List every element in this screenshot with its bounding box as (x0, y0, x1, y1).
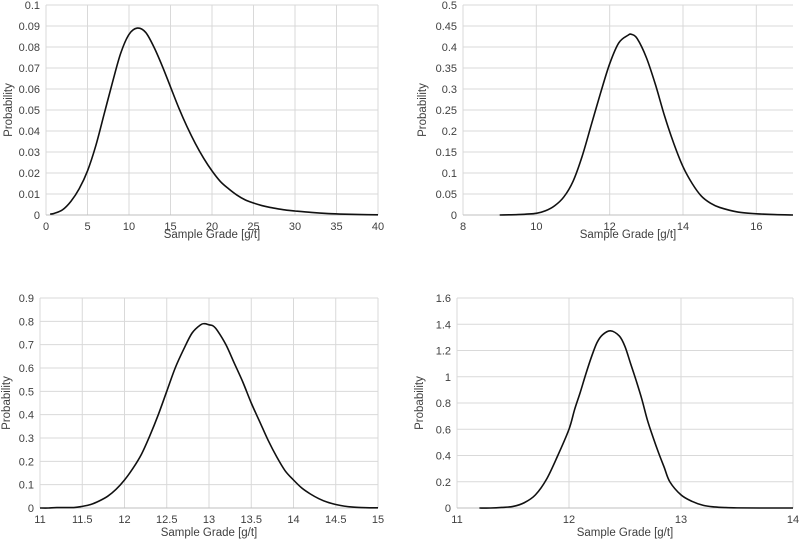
x-axis-label: Sample Grade [g/t] (577, 527, 674, 539)
x-tick-label: 16 (750, 221, 762, 233)
y-tick-label: 0 (28, 503, 34, 515)
y-tick-label: 0.2 (442, 126, 457, 138)
y-tick-label: 0.1 (25, 0, 40, 12)
x-tick-label: 11 (34, 514, 45, 526)
x-tick-label: 12 (118, 514, 130, 526)
y-tick-label: 0.1 (442, 168, 457, 180)
y-tick-label: 0.3 (19, 433, 34, 445)
y-tick-label: 0.8 (19, 316, 34, 328)
chart-3: 0 0.1 0.2 0.3 0.4 0.5 0.6 0.7 0.8 0.9 11 11.5 12 12.5… (1, 293, 384, 539)
y-tick-label: 0.05 (19, 105, 40, 117)
y-tick-label: 0.5 (442, 0, 457, 12)
y-axis-label: Probability (3, 83, 15, 137)
y-tick-label: 0.8 (436, 398, 451, 410)
chart-2: 0 0.05 0.1 0.15 0.2 0.25 0.3 0.35 0.4 0.45 0.5 8 10 1… (417, 0, 794, 241)
x-tick-label: 14 (677, 221, 689, 233)
y-axis-label: Probability (414, 376, 426, 430)
y-tick-label: 0.4 (436, 451, 451, 463)
x-tick-label: 14.5 (325, 514, 346, 526)
y-tick-label: 0.01 (19, 189, 40, 201)
x-tick-label: 35 (330, 221, 342, 233)
x-axis-label: Sample Grade [g/t] (580, 229, 677, 241)
y-tick-label: 0.3 (442, 84, 457, 96)
y-tick-label: 0.9 (19, 293, 34, 305)
x-tick-label: 14 (787, 514, 799, 526)
y-tick-label: 0.07 (19, 63, 40, 75)
y-tick-label: 0.6 (19, 363, 34, 375)
y-tick-label: 0.2 (19, 456, 34, 468)
y-tick-label: 0 (34, 210, 40, 222)
y-tick-label: 1.6 (436, 293, 451, 305)
y-axis-label: Probability (1, 376, 13, 430)
x-tick-label: 10 (123, 221, 135, 233)
y-tick-label: 0.09 (19, 21, 40, 33)
x-tick-label: 13 (675, 514, 687, 526)
x-axis-label: Sample Grade [g/t] (161, 527, 258, 539)
y-tick-label: 0.05 (436, 189, 457, 201)
y-tick-label: 0.4 (19, 410, 34, 422)
x-tick-label: 5 (84, 221, 90, 233)
y-tick-label: 0.25 (436, 105, 457, 117)
chart-1: 0 0.01 0.02 0.03 0.04 0.05 0.06 0.07 0.08 0.09 0.1… (3, 0, 384, 241)
y-tick-label: 0.4 (442, 42, 457, 54)
y-tick-label: 0.5 (19, 386, 34, 398)
series-line-pdf (499, 33, 794, 216)
y-tick-label: 0.2 (436, 477, 451, 489)
x-tick-label: 8 (460, 221, 466, 233)
x-tick-label: 13.5 (241, 514, 262, 526)
x-tick-label: 25 (247, 221, 259, 233)
y-tick-label: 0.03 (19, 147, 40, 159)
x-axis-label: Sample Grade [g/t] (164, 229, 261, 241)
x-tick-label: 12 (604, 221, 616, 233)
x-tick-label: 12 (563, 514, 575, 526)
y-tick-label: 0 (445, 503, 451, 515)
y-tick-label: 1.4 (436, 319, 451, 331)
x-tick-label: 13 (203, 514, 215, 526)
x-tick-label: 30 (289, 221, 301, 233)
series-line-pdf (479, 330, 794, 509)
x-tick-label: 15 (372, 514, 384, 526)
y-tick-label: 0.08 (19, 42, 40, 54)
x-tick-label: 14 (287, 514, 299, 526)
y-tick-label: 0.45 (436, 21, 457, 33)
x-tick-label: 11 (451, 514, 462, 526)
y-tick-label: 0.1 (19, 480, 34, 492)
y-tick-label: 1 (445, 372, 451, 384)
x-tick-label: 12.5 (156, 514, 177, 526)
x-tick-label: 15 (164, 221, 176, 233)
y-tick-label: 1.2 (436, 346, 451, 358)
y-axis-label: Probability (417, 83, 429, 137)
y-tick-label: 0.6 (436, 424, 451, 436)
x-tick-label: 0 (43, 221, 49, 233)
x-tick-label: 10 (530, 221, 542, 233)
series-line-pdf (39, 322, 379, 509)
y-tick-label: 0.06 (19, 84, 40, 96)
x-tick-label: 20 (206, 221, 218, 233)
y-tick-label: 0 (451, 210, 457, 222)
x-tick-label: 40 (372, 221, 384, 233)
series-line-pdf (49, 27, 379, 216)
chart-4: 0 0.2 0.4 0.6 0.8 1 1.2 1.4 1.6 11 12 13 14 Sample Gr… (414, 293, 799, 539)
y-tick-label: 0.02 (19, 168, 40, 180)
y-tick-label: 0.15 (436, 147, 457, 159)
x-tick-label: 11.5 (72, 514, 93, 526)
y-tick-label: 0.7 (19, 340, 34, 352)
y-tick-label: 0.04 (19, 126, 40, 138)
y-tick-label: 0.35 (436, 63, 457, 75)
